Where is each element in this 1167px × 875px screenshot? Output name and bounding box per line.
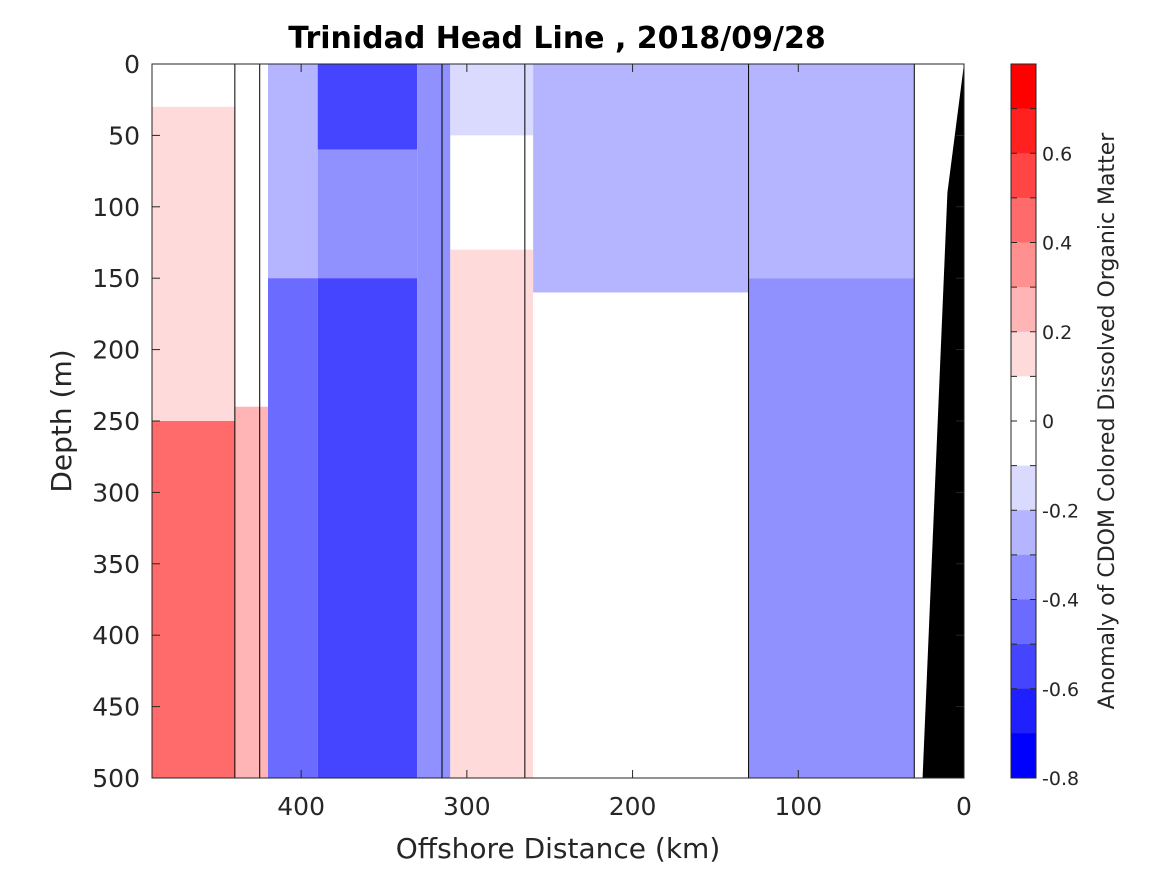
colorbar-level-11 [1011,554,1036,600]
anomaly-cell-6-1 [533,292,749,407]
colorbar-tick-label-3: 0 [1042,411,1054,433]
colorbar-level-0 [1011,64,1036,110]
colorbar-level-8 [1011,421,1036,467]
colorbar-tick-label-7: -0.8 [1042,768,1079,790]
y-axis-label: Depth (m) [45,349,78,492]
colorbar-level-3 [1011,197,1036,243]
x-tick-label-0: 400 [277,792,325,821]
anomaly-cell-3-0 [317,64,418,150]
x-tick-label-3: 100 [774,792,822,821]
colorbar-frame [1010,63,1037,779]
y-tick-label-0: 0 [124,50,140,79]
colorbar: 0.6 0.4 0.2 0 -0.2 -0.4 -0.6 -0.8 [1010,63,1079,790]
y-tick-label-5: 250 [92,407,140,436]
y-tick-label-4: 200 [92,336,140,365]
anomaly-cell-5-0 [450,64,534,136]
anomaly-cell-7-1 [748,278,915,778]
y-tick-label-10: 500 [92,764,140,793]
colorbar-level-10 [1011,510,1036,556]
colorbar-label: Anomaly of CDOM Colored Dissolved Organi… [1095,132,1120,710]
y-tick-label-1: 50 [108,121,140,150]
x-tick-label-4: 0 [956,792,972,821]
anomaly-cell-6-2 [533,406,749,778]
y-tick-label-9: 450 [92,693,140,722]
anomaly-cell-6-0 [533,64,749,293]
anomaly-cell-3-1 [317,149,418,279]
anomaly-cell-0-2 [152,421,235,778]
anomaly-cell-2-1 [268,278,318,778]
anomaly-cell-0-0 [152,64,235,107]
anomaly-cell-5-2 [450,249,534,778]
colorbar-level-7 [1011,376,1036,422]
colorbar-level-9 [1011,465,1036,511]
colorbar-tick-label-5: -0.4 [1042,590,1079,612]
x-tick-label-1: 300 [443,792,491,821]
colorbar-tick-label-2: 0.2 [1042,322,1072,344]
y-tick-label-6: 300 [92,478,140,507]
colorbar-level-2 [1011,153,1036,199]
x-axis-ticks: 400 300 200 100 0 [277,64,972,821]
colorbar-level-1 [1011,108,1036,154]
plot-area [152,64,964,778]
y-tick-label-8: 400 [92,621,140,650]
seafloor-polygon [922,64,964,778]
anomaly-cell-2-0 [268,64,318,279]
chart-title: Trinidad Head Line , 2018/09/28 [288,21,825,56]
y-tick-label-3: 150 [92,264,140,293]
anomaly-cell-0-1 [152,106,235,421]
colorbar-level-14 [1011,688,1036,734]
colorbar-tick-label-1: 0.4 [1042,233,1072,255]
colorbar-level-12 [1011,599,1036,645]
colorbar-level-6 [1011,331,1036,377]
colorbar-level-4 [1011,242,1036,288]
anomaly-cell-1-0 [234,64,268,407]
colorbar-level-13 [1011,644,1036,690]
anomaly-cell-7-0 [748,64,915,279]
anomaly-cell-4-0 [417,64,451,778]
anomaly-cell-3-2 [317,278,418,778]
x-tick-label-2: 200 [609,792,657,821]
seafloor-mask [922,64,964,778]
x-axis-label: Offshore Distance (km) [396,832,721,865]
y-axis-ticks: 0 50 100 150 200 250 300 350 400 450 500 [92,50,964,793]
colorbar-tick-label-0: 0.6 [1042,143,1072,165]
anomaly-cell-5-1 [450,135,534,250]
colorbar-level-15 [1011,733,1036,779]
colorbar-level-5 [1011,287,1036,333]
colorbar-tick-label-4: -0.2 [1042,500,1079,522]
y-tick-label-2: 100 [92,193,140,222]
y-tick-label-7: 350 [92,550,140,579]
zero-contour-lines [234,64,915,778]
colorbar-tick-label-6: -0.6 [1042,679,1079,701]
anomaly-cell-1-1 [234,406,268,778]
